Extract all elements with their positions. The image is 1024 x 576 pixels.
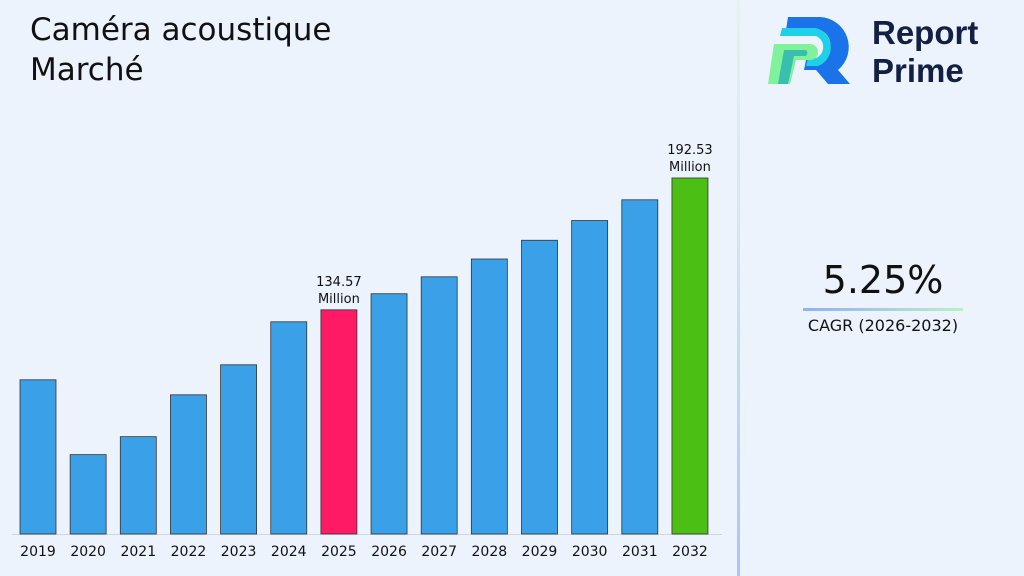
x-tick-label-2029: 2029 xyxy=(522,544,558,560)
x-tick-label-2022: 2022 xyxy=(171,544,207,560)
bar-2022 xyxy=(170,394,207,535)
bar-chart: 2019 2020 2021 2022 2023 2024 2025 134.57 Millio… xyxy=(12,143,722,560)
cagr-underline xyxy=(803,308,963,311)
x-tick-label-2019: 2019 xyxy=(20,544,56,560)
x-tick-label-2021: 2021 xyxy=(120,544,156,560)
x-tick-label-2031: 2031 xyxy=(622,544,658,560)
bar-2021 xyxy=(119,436,157,535)
cagr-label: CAGR (2026-2032) xyxy=(807,316,959,335)
x-tick-label-2026: 2026 xyxy=(371,544,407,560)
x-tick-label-2027: 2027 xyxy=(421,544,457,560)
bar-2025 xyxy=(320,309,358,535)
brand-name: Report Prime xyxy=(872,14,978,90)
bar-2027 xyxy=(420,276,458,535)
bar-2029 xyxy=(521,239,558,535)
data-label-2032-value: 192.53 xyxy=(667,143,713,158)
x-tick-label-2032: 2032 xyxy=(672,544,708,560)
bar-2026 xyxy=(370,293,408,535)
x-tick-label-2023: 2023 xyxy=(221,544,257,560)
bar-2028 xyxy=(470,258,508,535)
data-label-2025-unit: Million xyxy=(318,292,360,307)
bar-2030 xyxy=(571,220,609,535)
bar-2032 xyxy=(671,177,709,535)
brand-name-line1: Report xyxy=(872,14,979,51)
data-label-2032-unit: Million xyxy=(669,160,711,175)
x-tick-label-2025: 2025 xyxy=(321,544,357,560)
data-label-2025-value: 134.57 xyxy=(316,275,362,290)
bar-2019 xyxy=(19,379,57,535)
bar-2024 xyxy=(270,321,308,535)
divider xyxy=(737,0,740,576)
bar-2023 xyxy=(220,364,258,535)
x-tick-label-2020: 2020 xyxy=(70,544,106,560)
x-tick-label-2028: 2028 xyxy=(472,544,508,560)
cagr-value: 5.25% xyxy=(822,258,944,302)
chart-title: Caméra acoustique Marché xyxy=(30,12,332,88)
report-prime-logo-icon xyxy=(768,17,850,84)
x-tick-label-2030: 2030 xyxy=(572,544,608,560)
bar-2031 xyxy=(621,199,659,535)
brand-name-line2: Prime xyxy=(872,52,964,89)
bar-2020 xyxy=(69,454,107,535)
x-tick-label-2024: 2024 xyxy=(271,544,307,560)
